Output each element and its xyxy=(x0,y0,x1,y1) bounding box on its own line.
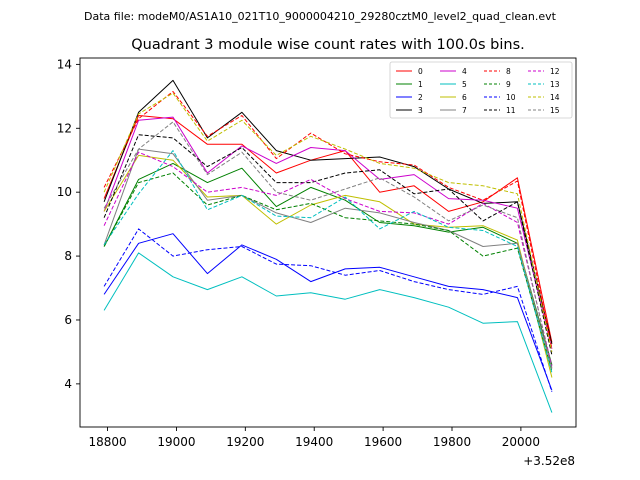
legend-label: 5 xyxy=(462,80,467,89)
series-line-14 xyxy=(103,92,553,353)
x-tick-label: 18800 xyxy=(88,435,126,449)
legend-label: 2 xyxy=(418,93,423,102)
series-line-12 xyxy=(103,151,553,367)
file-label: Data file: modeM0/AS1A10_021T10_90000042… xyxy=(84,10,557,23)
series-line-0 xyxy=(103,115,553,343)
legend-label: 7 xyxy=(462,106,467,115)
series-line-15 xyxy=(103,121,553,370)
legend-label: 10 xyxy=(506,93,516,102)
chart-title: Quadrant 3 module wise count rates with … xyxy=(131,37,525,53)
y-tick-label: 8 xyxy=(64,249,72,263)
y-tick-label: 10 xyxy=(57,185,72,199)
x-tick-label: 19600 xyxy=(364,435,402,449)
legend-label: 11 xyxy=(506,106,516,115)
legend-label: 8 xyxy=(506,67,511,76)
y-axis: 4 6 8 10 12 14 xyxy=(57,57,80,391)
series-line-4 xyxy=(103,116,553,349)
legend-label: 4 xyxy=(462,67,467,76)
legend-label: 9 xyxy=(506,80,511,89)
series-line-2 xyxy=(103,233,553,391)
series-line-5 xyxy=(103,252,553,413)
legend-label: 0 xyxy=(418,67,423,76)
series-line-6 xyxy=(103,154,553,378)
series-line-3 xyxy=(103,79,553,345)
legend-label: 15 xyxy=(550,106,560,115)
y-tick-label: 4 xyxy=(64,377,72,391)
series-line-10 xyxy=(103,228,553,393)
plot-area xyxy=(79,57,577,428)
y-tick-label: 14 xyxy=(57,57,72,71)
series-layer xyxy=(103,79,553,413)
legend-label: 3 xyxy=(418,106,423,115)
x-tick-label: 19400 xyxy=(295,435,333,449)
x-tick-label: 19200 xyxy=(226,435,264,449)
legend-label: 13 xyxy=(550,80,560,89)
y-tick-label: 12 xyxy=(57,121,72,135)
series-line-13 xyxy=(103,150,553,373)
x-tick-label: 20000 xyxy=(502,435,540,449)
legend-label: 6 xyxy=(462,93,467,102)
legend-label: 1 xyxy=(418,80,423,89)
legend-box xyxy=(389,61,573,119)
x-tick-label: 19000 xyxy=(157,435,195,449)
legend-label: 12 xyxy=(550,67,560,76)
series-line-9 xyxy=(103,172,553,372)
x-offset-label: +3.52e8 xyxy=(523,454,575,468)
x-axis: 18800 19000 19200 19400 19600 19800 20000 xyxy=(88,427,540,449)
series-line-7 xyxy=(103,148,553,369)
y-tick-label: 6 xyxy=(64,313,72,327)
legend-label: 14 xyxy=(550,93,560,102)
x-tick-label: 19800 xyxy=(433,435,471,449)
